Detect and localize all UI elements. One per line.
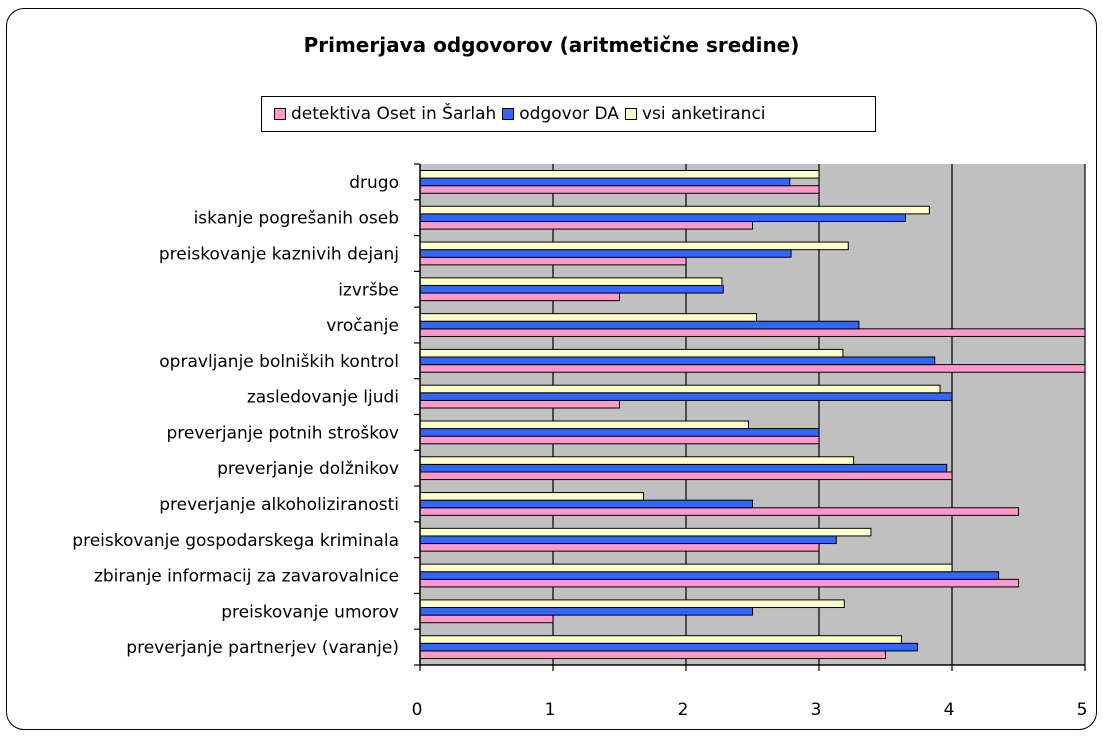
bar-1-8 [419,356,936,366]
bar-1-2 [419,571,1000,580]
bar-2-2 [419,563,953,573]
y-tick-label-6: preverjanje potnih stroškov [166,423,399,443]
bar-2-8 [419,348,844,358]
bar-2-9 [419,313,757,322]
bar-2-7 [419,384,941,394]
x-tick-label-5: 5 [1077,700,1088,720]
y-tick-label-1: preiskovanje umorov [221,602,399,622]
bar-1-6 [419,428,820,437]
y-tick-label-0: preverjanje partnerjev (varanje) [126,638,399,658]
legend-label-detektiva: detektiva Oset in Šarlah [291,104,497,124]
legend-item-detektiva: detektiva Oset in Šarlah [274,104,496,124]
bar-0-7 [419,399,620,409]
y-tick-label-13: drugo [349,173,399,193]
bar-2-4 [419,492,644,501]
bar-1-3 [419,535,837,545]
bar-1-4 [419,499,753,509]
bar-0-4 [419,507,1019,516]
bar-2-5 [419,456,855,465]
bar-2-6 [419,420,750,430]
y-tick-label-9: vročanje [326,316,399,336]
bar-1-5 [419,463,948,473]
bar-1-13 [419,177,791,187]
bar-2-11 [419,241,849,251]
y-tick-label-4: preverjanje alkoholiziranosti [159,495,399,515]
legend-label-vsi-anketiranci: vsi anketiranci [641,104,766,124]
chart-legend: detektiva Oset in Šarlah odgovor DA vsi … [261,96,876,132]
x-tick-label-0: 0 [412,700,423,720]
y-tick-label-11: preiskovanje kaznivih dejanj [159,244,399,264]
x-tick-label-4: 4 [944,700,955,720]
bar-2-13 [419,169,820,179]
bar-1-1 [419,607,753,616]
bar-0-11 [419,256,687,266]
bar-2-1 [419,599,845,609]
x-tick-label-1: 1 [545,700,556,720]
legend-swatch-yellow-icon [624,108,637,120]
bar-1-12 [419,213,906,222]
y-tick-label-5: preverjanje dolžnikov [217,459,399,479]
y-tick-label-8: opravljanje bolniških kontrol [159,352,399,372]
x-tick-label-2: 2 [678,700,689,720]
bar-0-6 [419,435,820,445]
bar-0-2 [419,578,1019,588]
bar-1-9 [419,320,860,330]
bar-0-13 [419,185,820,194]
bar-2-0 [419,635,902,644]
y-tick-label-10: izvršbe [338,280,399,300]
bar-0-9 [419,328,1086,337]
plot-area [420,164,1085,665]
bar-0-12 [419,220,753,230]
legend-swatch-blue-icon [502,108,515,120]
bar-1-11 [419,249,792,258]
bar-0-10 [419,292,620,302]
bar-1-7 [419,392,953,401]
y-tick-label-3: preiskovanje gospodarskega kriminala [72,531,399,551]
y-tick-label-7: zasledovanje ljudi [247,388,399,408]
y-tick-label-2: zbiranje informacij za zavarovalnice [94,567,399,587]
bar-0-1 [419,614,554,624]
bar-2-3 [419,527,872,537]
bar-0-5 [419,471,953,481]
legend-label-odgovor-da: odgovor DA [519,104,619,124]
legend-item-odgovor-da: odgovor DA [502,104,619,124]
bar-0-3 [419,543,820,552]
bar-2-12 [419,205,930,215]
y-tick-label-12: iskanje pogrešanih oseb [194,209,399,229]
bar-0-0 [419,650,886,660]
legend-item-vsi-anketiranci: vsi anketiranci [624,104,766,124]
bar-1-0 [419,642,918,652]
chart-title: Primerjava odgovorov (aritmetične sredin… [303,33,800,57]
bar-1-10 [419,284,724,294]
bar-0-8 [419,364,1086,373]
bar-2-10 [419,277,723,286]
x-tick-label-3: 3 [811,700,822,720]
legend-swatch-pink-icon [274,108,286,120]
